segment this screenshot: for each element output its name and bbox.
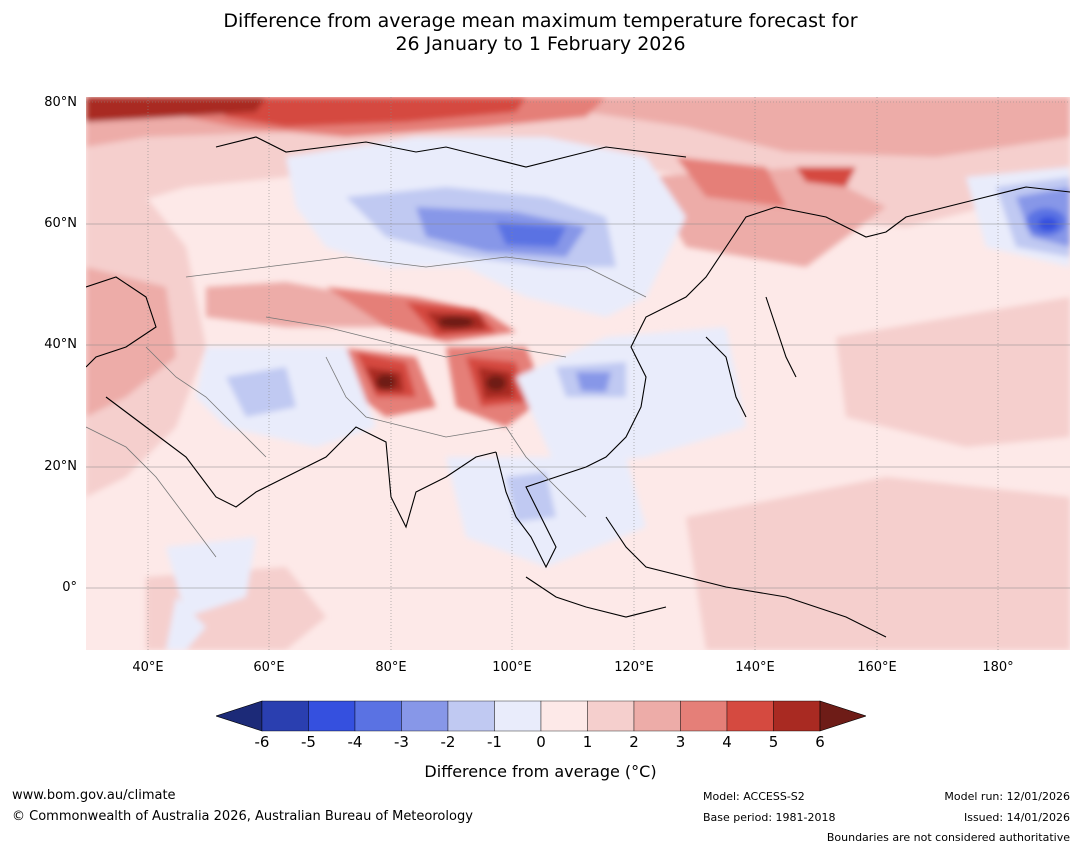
lat-label-0: 0° xyxy=(62,580,77,595)
colorbar-label-text: Difference from average ( xyxy=(424,762,632,781)
title-line-1: Difference from average mean maximum tem… xyxy=(223,10,858,32)
model-text: Model: ACCESS-S2 xyxy=(703,790,805,803)
lon-label-60e: 60°E xyxy=(253,660,285,675)
lon-label-40e: 40°E xyxy=(132,660,164,675)
colorbar-tick-label: -2 xyxy=(440,733,456,751)
coastlines xyxy=(86,136,1070,638)
colorbar-tick-label: 3 xyxy=(675,733,686,751)
lon-label-100e: 100°E xyxy=(492,660,532,675)
lon-label-180: 180° xyxy=(982,660,1014,675)
colorbar-tick-label: 1 xyxy=(582,733,593,751)
title-line-2: 26 January to 1 February 2026 xyxy=(395,33,686,55)
colorbar-cell xyxy=(726,700,774,732)
lon-label-160e: 160°E xyxy=(857,660,897,675)
colorbar-tick-label: 5 xyxy=(768,733,779,751)
colorbar-cell xyxy=(633,700,681,732)
colorbar-label-unit: °C xyxy=(631,762,651,781)
colorbar-tick-label: -6 xyxy=(254,733,270,751)
lon-label-140e: 140°E xyxy=(735,660,775,675)
lat-label-60n: 60°N xyxy=(44,216,77,231)
lat-label-80n: 80°N xyxy=(44,95,77,110)
base-period-text: Base period: 1981-2018 xyxy=(703,811,836,824)
colorbar-tick-label: -5 xyxy=(301,733,316,751)
lat-label-20n: 20°N xyxy=(44,459,77,474)
anomaly-field xyxy=(86,97,1070,650)
colorbar-tick-label: 4 xyxy=(722,733,732,751)
issued-text: Issued: 14/01/2026 xyxy=(963,811,1070,824)
model-run-text: Model run: 12/01/2026 xyxy=(944,790,1070,803)
colorbar-tick-label: 6 xyxy=(815,733,825,751)
country-borders xyxy=(86,256,647,558)
colorbar-tick-label: -4 xyxy=(347,733,363,751)
copyright-text: © Commonwealth of Australia 2026, Austra… xyxy=(12,809,473,824)
colorbar-tick-label: 2 xyxy=(629,733,639,751)
colorbar-tick-label: -3 xyxy=(394,733,409,751)
disclaimer-text: Boundaries are not considered authoritat… xyxy=(826,831,1070,844)
colorbar-cell xyxy=(447,700,495,732)
lon-label-80e: 80°E xyxy=(375,660,407,675)
colorbar-label-end: ) xyxy=(650,762,657,781)
colorbar-label: Difference from average (°C) xyxy=(0,762,1081,781)
colorbar-extend-low xyxy=(216,700,263,732)
map-canvas xyxy=(86,97,1070,650)
colorbar-extend-high xyxy=(819,700,866,732)
colorbar-cells xyxy=(216,700,866,732)
colorbar-cell xyxy=(540,700,588,732)
colorbar-cell xyxy=(773,700,821,732)
colorbar-tick-label: -1 xyxy=(487,733,502,751)
colorbar-cell xyxy=(680,700,728,732)
colorbar-cell xyxy=(401,700,449,732)
lat-label-40n: 40°N xyxy=(44,337,77,352)
colorbar-tick-label: 0 xyxy=(536,733,546,751)
colorbar-cell xyxy=(494,700,542,732)
colorbar-cell xyxy=(587,700,635,732)
forecast-map xyxy=(86,97,1070,650)
colorbar-cell xyxy=(308,700,356,732)
colorbar-cell xyxy=(261,700,309,732)
website-link[interactable]: www.bom.gov.au/climate xyxy=(12,788,176,803)
map-title: Difference from average mean maximum tem… xyxy=(0,10,1081,56)
colorbar-cell xyxy=(354,700,402,732)
lon-label-120e: 120°E xyxy=(614,660,654,675)
gridlines xyxy=(86,97,1070,650)
colorbar xyxy=(216,700,866,732)
